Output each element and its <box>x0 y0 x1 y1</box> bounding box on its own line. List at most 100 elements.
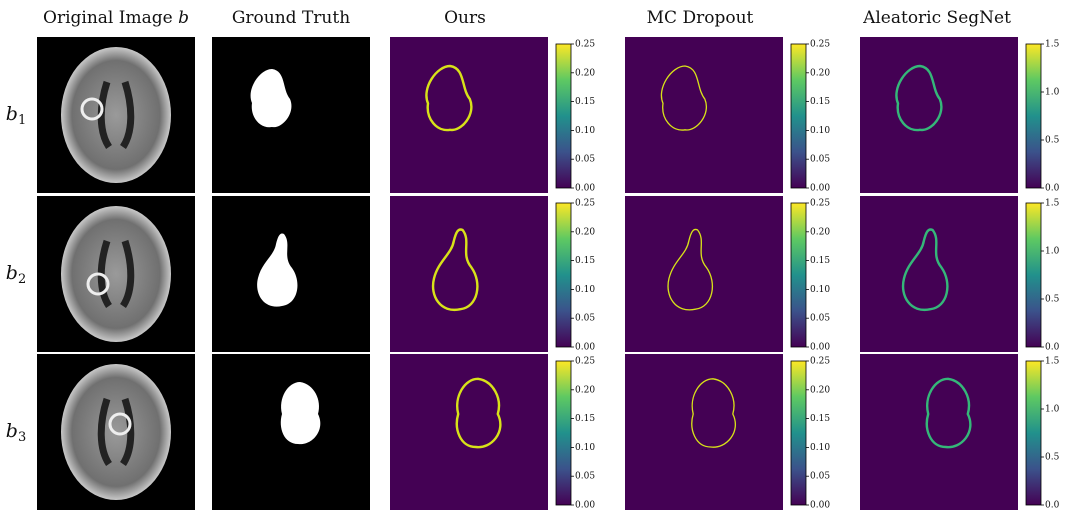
colorbar-tick-label: 0.15 <box>810 256 830 266</box>
colorbar-tick-label: 0.20 <box>575 227 595 237</box>
colorbar-tick-label: 1.0 <box>1045 405 1060 415</box>
colorbar-tick-label: 0.20 <box>575 385 595 395</box>
image-panel <box>37 196 195 352</box>
colorbar <box>790 43 807 189</box>
image-panel <box>625 196 783 352</box>
colorbar-tick-label: 0.00 <box>575 501 595 510</box>
colorbar-tick-label: 0.15 <box>575 414 595 424</box>
lesion <box>86 272 110 296</box>
colorbar-tick-label: 0.25 <box>575 357 595 367</box>
row-label-base: b <box>6 262 18 284</box>
column-header-text: MC Dropout <box>647 8 754 28</box>
colorbar-tick-label: 0.10 <box>810 126 830 136</box>
colorbar-tick-label: 0.10 <box>575 285 595 295</box>
image-panel <box>212 37 370 193</box>
column-header: MC Dropout <box>647 8 754 28</box>
colorbar-tick-label: 0.25 <box>810 357 830 367</box>
colorbar-tick-label: 0.10 <box>810 285 830 295</box>
colorbar-tick-label: 0.20 <box>810 227 830 237</box>
uncertainty-outline <box>895 64 943 132</box>
uncertainty-background <box>860 354 1018 510</box>
image-panel <box>625 37 783 193</box>
image-panel <box>390 354 548 510</box>
colorbar <box>1025 360 1042 506</box>
row-label-sub: 1 <box>18 113 26 128</box>
colorbar-tick-label: 0.25 <box>575 40 595 50</box>
column-header: Ground Truth <box>232 8 350 28</box>
image-panel <box>860 37 1018 193</box>
colorbar <box>555 202 572 348</box>
mask <box>257 233 298 307</box>
colorbar <box>790 202 807 348</box>
uncertainty-outline <box>925 377 972 449</box>
uncertainty-background <box>625 354 783 510</box>
uncertainty-outline <box>691 378 736 448</box>
colorbar-tick-label: 0.15 <box>810 97 830 107</box>
image-panel <box>212 354 370 510</box>
colorbar-tick-label: 0.5 <box>1045 453 1060 463</box>
uncertainty-background <box>625 196 783 352</box>
colorbar-tick-label: 0.25 <box>810 40 830 50</box>
colorbar-tick-label: 0.0 <box>1045 501 1060 510</box>
mask-background <box>212 37 370 193</box>
colorbar-tick-label: 0.15 <box>810 414 830 424</box>
colorbar-tick-label: 0.00 <box>810 343 830 353</box>
row-label-sub: 2 <box>18 272 26 287</box>
colorbar <box>555 360 572 506</box>
colorbar-tick-label: 0.15 <box>575 256 595 266</box>
colorbar-tick-label: 1.0 <box>1045 88 1060 98</box>
uncertainty-background <box>860 196 1018 352</box>
row-label: b1 <box>6 103 26 128</box>
image-panel <box>37 354 195 510</box>
colorbar-tick-label: 0.00 <box>810 501 830 510</box>
colorbar-tick-label: 1.0 <box>1045 247 1060 257</box>
colorbar-tick-label: 0.00 <box>810 184 830 194</box>
lesion <box>80 97 104 121</box>
image-panel <box>212 196 370 352</box>
row-label: b3 <box>6 420 26 445</box>
uncertainty-outline <box>431 228 479 312</box>
colorbar-tick-label: 0.05 <box>575 314 595 324</box>
column-header-text: Ground Truth <box>232 8 350 28</box>
column-header-text: Aleatoric SegNet <box>862 8 1011 28</box>
colorbar-tick-label: 0.10 <box>810 443 830 453</box>
colorbar-tick-label: 0.5 <box>1045 136 1060 146</box>
colorbar-tick-label: 0.20 <box>810 385 830 395</box>
row-label-base: b <box>6 103 18 125</box>
column-header: Original Image b <box>43 8 189 28</box>
colorbar-tick-label: 0.00 <box>575 343 595 353</box>
colorbar-tick-label: 0.15 <box>575 97 595 107</box>
image-panel <box>625 354 783 510</box>
row-label-sub: 3 <box>18 430 26 445</box>
colorbar-tick-label: 0.05 <box>810 472 830 482</box>
colorbar-tick-label: 0.0 <box>1045 343 1060 353</box>
colorbar <box>790 360 807 506</box>
colorbar <box>1025 202 1042 348</box>
column-header-text: Ours <box>444 8 486 28</box>
row-label-base: b <box>6 420 18 442</box>
uncertainty-background <box>625 37 783 193</box>
colorbar-tick-label: 1.5 <box>1045 40 1060 50</box>
colorbar-tick-label: 0.5 <box>1045 295 1060 305</box>
colorbar-tick-label: 0.05 <box>575 155 595 165</box>
uncertainty-outline <box>455 377 502 449</box>
lesion <box>108 412 132 436</box>
colorbar-tick-label: 0.05 <box>575 472 595 482</box>
colorbar-tick-label: 1.5 <box>1045 357 1060 367</box>
column-header: Ours <box>444 8 486 28</box>
colorbar <box>1025 43 1042 189</box>
colorbar-tick-label: 0.05 <box>810 155 830 165</box>
colorbar-tick-label: 0.10 <box>575 126 595 136</box>
image-panel <box>860 196 1018 352</box>
colorbar-tick-label: 0.20 <box>810 68 830 78</box>
colorbar-tick-label: 0.0 <box>1045 184 1060 194</box>
row-label: b2 <box>6 262 26 287</box>
mask <box>280 382 321 445</box>
mri-brain <box>61 47 171 183</box>
colorbar <box>555 43 572 189</box>
column-header-var: b <box>178 8 189 28</box>
colorbar-tick-label: 0.05 <box>810 314 830 324</box>
mask <box>250 69 292 128</box>
mri-brain <box>61 206 171 342</box>
colorbar-tick-label: 0.10 <box>575 443 595 453</box>
